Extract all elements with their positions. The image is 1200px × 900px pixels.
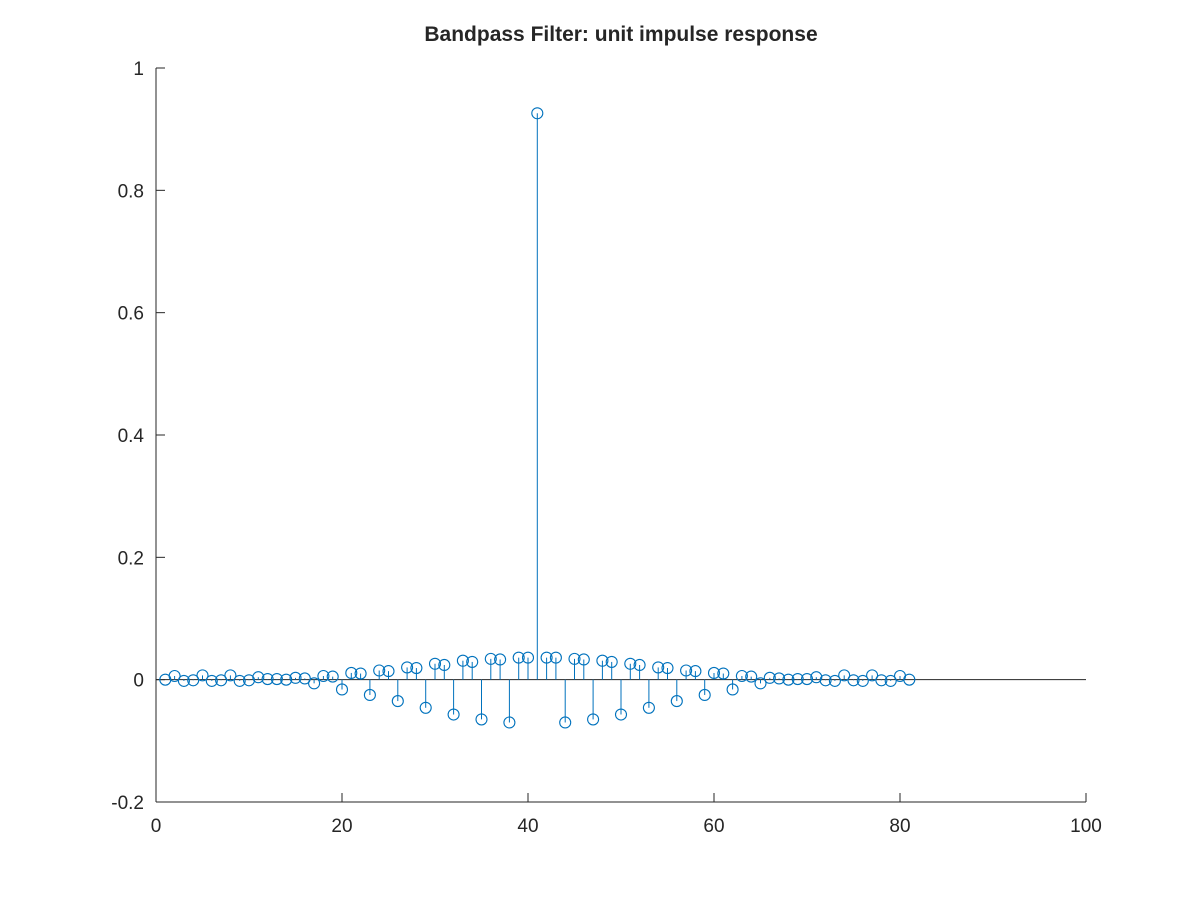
stem-marker <box>363 688 376 702</box>
stem-marker <box>847 674 860 687</box>
y-tick-label: 0.2 <box>118 548 144 569</box>
stem-marker <box>233 674 246 687</box>
axes: 0 20 40 60 80 100 -0.2 0 0.2 0.4 0.6 0.8 1 <box>111 59 1102 837</box>
stem-marker <box>642 701 655 714</box>
stem-marker <box>624 657 637 670</box>
stem-marker <box>187 674 200 687</box>
stem-marker <box>661 661 674 675</box>
stem-marker <box>810 671 823 684</box>
stem-marker <box>838 669 851 682</box>
x-tick-label: 60 <box>703 816 724 837</box>
stem-marker <box>456 654 469 667</box>
stem-marker <box>568 652 581 665</box>
stem-marker <box>717 667 730 680</box>
stem-marker <box>326 670 339 683</box>
stem-marker <box>354 667 367 680</box>
stem-marker <box>419 701 432 714</box>
stem-marker <box>866 669 879 682</box>
stem-marker <box>196 669 209 682</box>
stem-marker <box>754 677 767 690</box>
stem-marker <box>224 669 237 682</box>
stem-marker <box>438 658 451 672</box>
stem-marker <box>819 674 832 687</box>
stem-marker <box>745 670 758 683</box>
stem-marker <box>215 674 228 687</box>
x-tick-label: 40 <box>517 816 538 837</box>
stem-marker <box>373 664 386 677</box>
stem-marker <box>345 666 358 679</box>
stem-marker <box>605 655 618 668</box>
stem-marker <box>308 677 321 690</box>
x-tick-label: 80 <box>889 816 910 837</box>
stem-marker <box>577 653 590 666</box>
stem-marker <box>428 657 442 670</box>
x-tick-label: 100 <box>1070 816 1102 837</box>
stem-marker <box>828 674 841 687</box>
stem-marker <box>596 654 609 667</box>
stem-marker <box>252 671 265 684</box>
stem-marker <box>773 672 786 685</box>
stem-marker <box>680 664 693 677</box>
chart-title: Bandpass Filter: unit impulse response <box>424 23 817 46</box>
stem-marker <box>410 661 423 675</box>
stem-marker <box>447 708 460 721</box>
y-tick-label: 0.6 <box>118 304 144 325</box>
stem-marker <box>475 713 488 726</box>
stem-marker <box>875 674 888 687</box>
y-tick-label: 0.4 <box>118 426 145 447</box>
stem-marker <box>735 669 748 683</box>
y-tick-label: -0.2 <box>111 793 144 814</box>
stem-marker <box>726 683 739 696</box>
stem-marker <box>205 674 218 687</box>
stem-marker <box>270 673 283 686</box>
stem-marker <box>698 688 711 702</box>
stem-marker <box>800 673 814 686</box>
stem-marker <box>466 655 479 668</box>
stem-marker <box>763 671 776 684</box>
stem-marker <box>559 716 572 729</box>
stem-marker <box>401 661 414 674</box>
y-tick-label: 0 <box>133 671 144 692</box>
stem-marker <box>791 673 804 686</box>
stem-marker <box>633 658 646 672</box>
y-tick-label: 0.8 <box>118 181 144 202</box>
stem-marker <box>177 674 190 687</box>
stem-marker <box>782 673 795 686</box>
stem-marker <box>168 669 181 683</box>
stem-marker <box>494 653 507 666</box>
stem-marker <box>614 708 628 721</box>
stem-marker <box>903 673 916 686</box>
stem-marker <box>856 674 869 687</box>
stem-marker <box>531 107 544 120</box>
stem-marker <box>670 695 683 708</box>
x-tick-label: 20 <box>331 816 352 837</box>
stem-marker <box>540 651 553 664</box>
x-tick-label: 0 <box>151 816 162 837</box>
y-tick-label: 1 <box>133 59 144 80</box>
stem-marker <box>289 671 302 684</box>
stem-marker <box>884 674 897 687</box>
stem-marker <box>242 674 256 687</box>
stem-series <box>159 107 916 729</box>
stem-marker <box>298 672 311 685</box>
stem-marker <box>587 713 600 726</box>
stem-marker <box>689 665 702 678</box>
stem-marker <box>652 661 665 674</box>
stem-marker <box>549 651 562 664</box>
stem-marker <box>280 673 293 686</box>
stem-marker <box>484 652 497 665</box>
stem-marker <box>382 665 395 678</box>
stem-marker <box>707 666 721 679</box>
stem-marker <box>391 695 404 708</box>
stem-marker <box>335 683 349 696</box>
stem-marker <box>261 673 274 686</box>
stem-marker <box>512 651 525 664</box>
stem-marker <box>317 669 330 683</box>
stem-marker <box>521 651 535 664</box>
stem-marker <box>503 716 516 729</box>
